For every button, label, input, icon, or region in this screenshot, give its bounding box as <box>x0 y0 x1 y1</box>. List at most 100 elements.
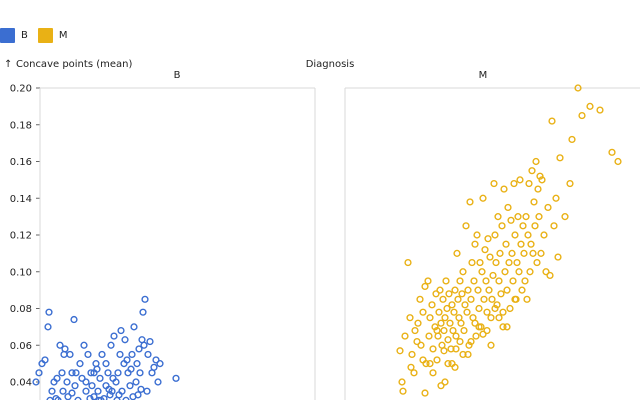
data-point-m[interactable] <box>544 203 552 212</box>
data-point-b[interactable] <box>107 341 115 349</box>
data-point-m[interactable] <box>614 157 622 166</box>
data-point-m[interactable] <box>490 179 498 188</box>
data-point-b[interactable] <box>135 345 143 353</box>
data-point-m[interactable] <box>552 194 560 202</box>
data-point-b[interactable] <box>140 341 148 349</box>
data-point-b[interactable] <box>80 341 88 349</box>
data-point-m[interactable] <box>448 301 456 309</box>
data-point-m[interactable] <box>483 308 491 316</box>
data-point-m[interactable] <box>491 304 499 313</box>
data-point-b[interactable] <box>172 374 180 382</box>
data-point-m[interactable] <box>479 194 487 202</box>
data-point-m[interactable] <box>516 176 524 184</box>
data-point-b[interactable] <box>154 378 162 386</box>
data-point-m[interactable] <box>481 246 489 254</box>
data-point-b[interactable] <box>144 350 152 359</box>
data-point-m[interactable] <box>500 185 508 193</box>
data-point-m[interactable] <box>419 308 427 316</box>
data-point-m[interactable] <box>440 347 448 355</box>
data-point-b[interactable] <box>82 387 90 395</box>
data-point-b[interactable] <box>150 363 158 371</box>
data-point-b[interactable] <box>134 391 142 399</box>
data-point-b[interactable] <box>59 387 67 395</box>
data-point-m[interactable] <box>507 216 515 224</box>
data-point-m[interactable] <box>428 301 436 309</box>
data-point-b[interactable] <box>122 396 130 400</box>
data-point-b[interactable] <box>127 365 135 373</box>
data-point-m[interactable] <box>525 179 533 188</box>
data-point-m[interactable] <box>426 360 434 368</box>
data-point-b[interactable] <box>123 356 131 364</box>
data-point-b[interactable] <box>94 387 102 395</box>
data-point-b[interactable] <box>93 365 101 373</box>
data-point-m[interactable] <box>495 314 503 322</box>
data-point-m[interactable] <box>454 295 462 303</box>
data-point-m[interactable] <box>504 203 512 212</box>
data-point-m[interactable] <box>491 231 499 239</box>
data-point-b[interactable] <box>35 369 43 377</box>
data-point-m[interactable] <box>468 258 476 267</box>
data-point-m[interactable] <box>538 176 546 184</box>
data-point-m[interactable] <box>540 231 548 239</box>
data-point-b[interactable] <box>146 337 154 346</box>
data-point-m[interactable] <box>464 350 472 359</box>
data-point-b[interactable] <box>109 374 117 382</box>
data-point-m[interactable] <box>522 213 530 221</box>
data-point-m[interactable] <box>459 268 467 276</box>
data-point-m[interactable] <box>462 222 470 230</box>
data-point-m[interactable] <box>445 290 453 298</box>
data-point-m[interactable] <box>456 337 464 346</box>
data-point-m[interactable] <box>496 249 504 257</box>
data-point-m[interactable] <box>561 213 569 221</box>
data-point-m[interactable] <box>425 332 433 340</box>
data-point-b[interactable] <box>48 387 56 395</box>
data-point-m[interactable] <box>550 222 558 230</box>
data-point-m[interactable] <box>535 213 543 221</box>
legend-item-b[interactable]: B <box>0 27 28 43</box>
data-point-m[interactable] <box>534 185 542 193</box>
data-point-m[interactable] <box>518 286 526 294</box>
data-point-m[interactable] <box>487 341 495 349</box>
data-point-m[interactable] <box>542 268 550 276</box>
data-point-m[interactable] <box>596 106 604 114</box>
data-point-m[interactable] <box>533 258 541 267</box>
data-point-m[interactable] <box>556 154 564 162</box>
data-point-b[interactable] <box>46 396 54 400</box>
data-point-m[interactable] <box>523 295 531 303</box>
data-point-b[interactable] <box>97 396 105 400</box>
data-point-m[interactable] <box>444 360 452 368</box>
data-point-m[interactable] <box>417 341 425 349</box>
data-point-m[interactable] <box>526 268 534 276</box>
data-point-m[interactable] <box>472 332 480 340</box>
data-point-b[interactable] <box>87 369 95 377</box>
data-point-m[interactable] <box>537 249 545 257</box>
data-point-m[interactable] <box>396 347 404 355</box>
data-point-m[interactable] <box>536 172 544 180</box>
data-point-m[interactable] <box>407 363 415 371</box>
data-point-m[interactable] <box>499 308 507 316</box>
data-point-m[interactable] <box>441 378 449 386</box>
data-point-b[interactable] <box>32 378 40 386</box>
data-point-m[interactable] <box>521 277 529 285</box>
data-point-m[interactable] <box>548 117 556 125</box>
data-point-m[interactable] <box>489 271 497 280</box>
data-point-b[interactable] <box>156 360 164 368</box>
data-point-b[interactable] <box>115 391 123 399</box>
data-point-b[interactable] <box>53 374 61 382</box>
data-point-m[interactable] <box>446 319 454 327</box>
data-point-m[interactable] <box>398 378 406 386</box>
data-point-m[interactable] <box>608 148 616 156</box>
data-point-m[interactable] <box>475 323 483 331</box>
data-point-m[interactable] <box>471 319 479 327</box>
data-point-m[interactable] <box>408 350 416 359</box>
data-point-m[interactable] <box>432 290 440 298</box>
data-point-b[interactable] <box>61 345 69 353</box>
data-point-m[interactable] <box>411 326 419 335</box>
data-point-b[interactable] <box>84 350 92 359</box>
data-point-b[interactable] <box>54 396 62 400</box>
data-point-m[interactable] <box>419 356 427 364</box>
data-point-m[interactable] <box>431 323 439 331</box>
data-point-m[interactable] <box>484 235 492 243</box>
data-point-b[interactable] <box>139 308 147 316</box>
data-point-m[interactable] <box>437 382 445 390</box>
